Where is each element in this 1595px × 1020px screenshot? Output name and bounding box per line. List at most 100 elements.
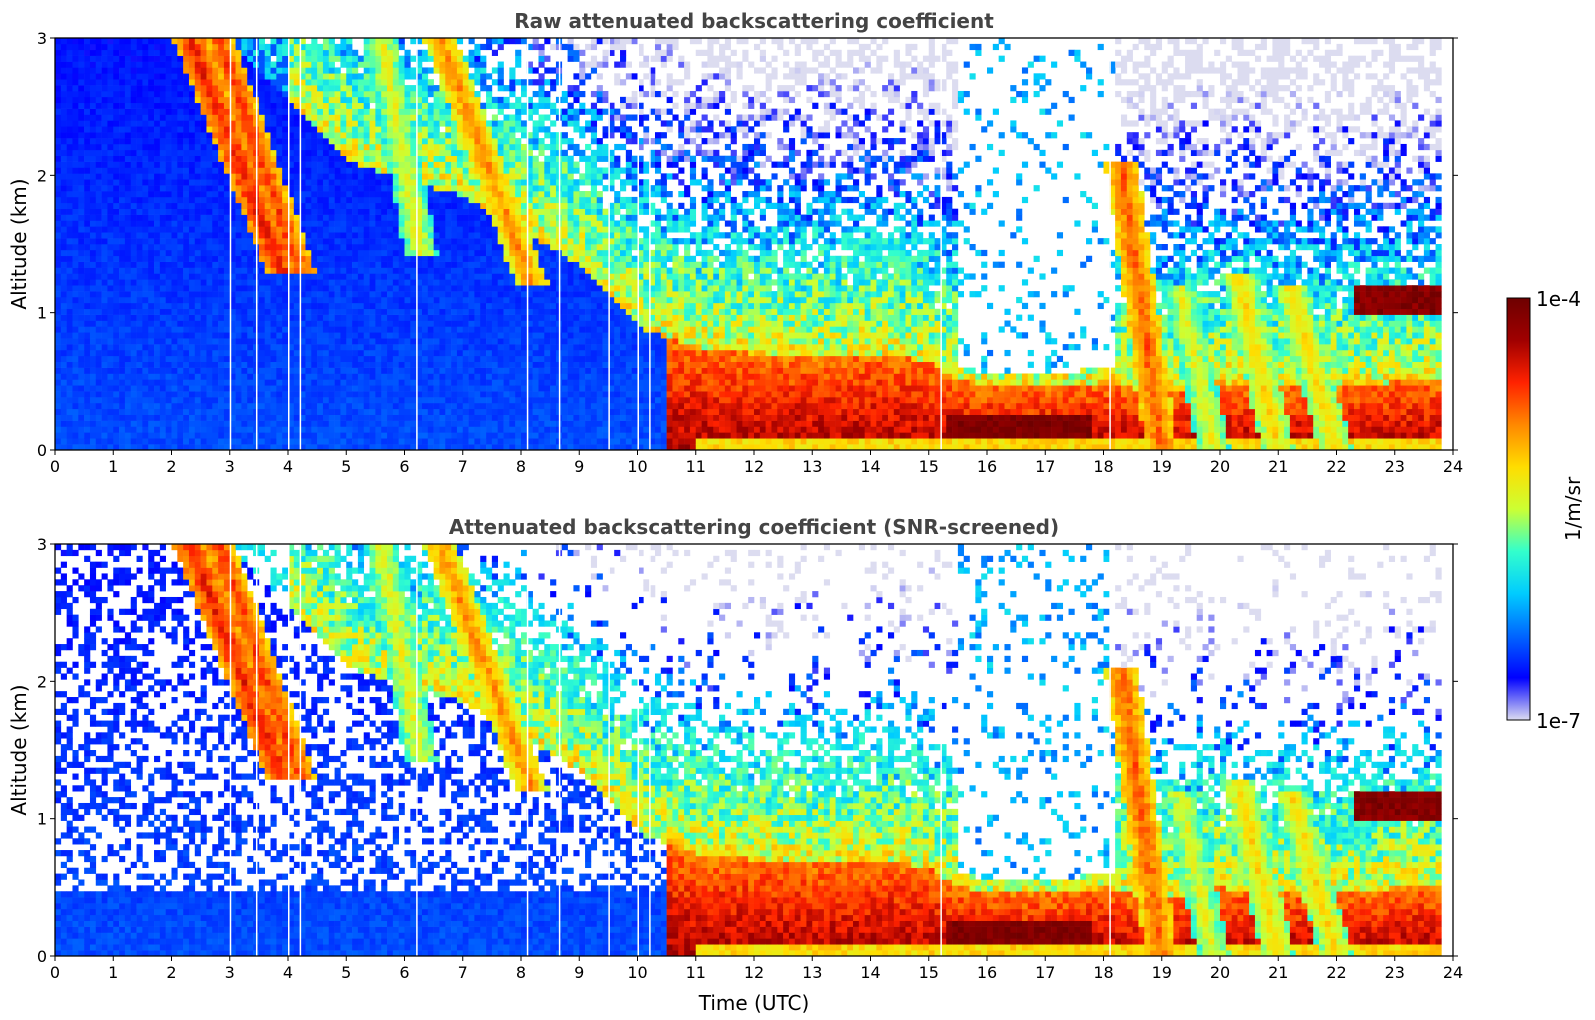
heatmap-cell	[264, 338, 271, 345]
heatmap-cell	[235, 332, 242, 339]
heatmap-cell	[154, 344, 161, 351]
heatmap-cell	[200, 326, 207, 333]
heatmap-cell	[212, 85, 219, 92]
heatmap-cell	[421, 214, 429, 221]
heatmap-cell	[328, 214, 335, 221]
heatmap-cell	[352, 420, 359, 427]
heatmap-cell	[317, 238, 324, 245]
heatmap-cell	[282, 302, 289, 310]
heatmap-cell	[288, 438, 295, 445]
heatmap-cell	[381, 267, 388, 274]
heatmap-cell	[124, 308, 132, 315]
heatmap-cell	[84, 114, 91, 121]
heatmap-cell	[119, 55, 126, 62]
heatmap-cell	[433, 226, 440, 233]
heatmap-cell	[427, 249, 434, 257]
heatmap-cell	[416, 149, 423, 157]
heatmap-cell	[142, 385, 149, 392]
heatmap-cell	[462, 143, 469, 151]
heatmap-cell	[66, 438, 73, 445]
heatmap-cell	[299, 379, 306, 386]
heatmap-cell	[334, 67, 341, 74]
heatmap-cell	[398, 349, 405, 357]
heatmap-cell	[445, 73, 452, 80]
heatmap-cell	[130, 96, 137, 104]
heatmap-cell	[183, 267, 190, 274]
heatmap-cell	[369, 238, 376, 245]
heatmap-cell	[229, 249, 236, 257]
heatmap-cell	[357, 255, 365, 262]
heatmap-cell	[171, 402, 178, 410]
heatmap-cell	[218, 114, 225, 121]
heatmap-cell	[445, 355, 452, 363]
heatmap-cell	[78, 349, 85, 357]
heatmap-cell	[334, 132, 341, 139]
heatmap-cell	[136, 308, 143, 315]
heatmap-cell	[387, 214, 394, 221]
heatmap-cell	[305, 73, 312, 80]
heatmap-cell	[136, 397, 143, 404]
heatmap-cell	[416, 308, 423, 315]
heatmap-cell	[154, 55, 161, 62]
heatmap-cell	[95, 220, 102, 227]
heatmap-cell	[223, 138, 231, 145]
heatmap-cell	[299, 114, 306, 121]
heatmap-cell	[55, 232, 62, 239]
heatmap-cell	[212, 114, 219, 121]
heatmap-cell	[148, 208, 155, 215]
heatmap-cell	[299, 261, 306, 268]
heatmap-cell	[387, 420, 394, 427]
heatmap-cell	[60, 132, 67, 139]
heatmap-cell	[282, 167, 289, 174]
heatmap-cell	[462, 155, 469, 162]
heatmap-cell	[392, 244, 399, 251]
heatmap-cell	[89, 420, 97, 427]
heatmap-cell	[334, 73, 341, 80]
heatmap-cell	[398, 267, 405, 274]
heatmap-cell	[439, 161, 446, 168]
heatmap-cell	[375, 438, 382, 445]
heatmap-cell	[392, 373, 399, 380]
heatmap-cell	[171, 273, 178, 280]
heatmap-cell	[293, 90, 300, 98]
heatmap-cell	[247, 79, 254, 86]
heatmap-cell	[241, 196, 248, 204]
heatmap-cell	[223, 196, 231, 204]
heatmap-cell	[107, 332, 114, 339]
heatmap-cell	[293, 96, 300, 104]
heatmap-cell	[206, 408, 213, 415]
heatmap-cell	[55, 349, 62, 357]
heatmap-cell	[206, 332, 213, 339]
heatmap-cell	[177, 420, 184, 427]
heatmap-cell	[223, 249, 231, 257]
heatmap-cell	[235, 320, 242, 327]
heatmap-cell	[392, 185, 399, 192]
heatmap-cell	[375, 402, 382, 410]
heatmap-cell	[363, 43, 370, 51]
heatmap-cell	[445, 196, 452, 204]
heatmap-cell	[421, 149, 429, 157]
heatmap-cell	[206, 379, 213, 386]
heatmap-cell	[124, 214, 132, 221]
heatmap-cell	[72, 285, 79, 292]
heatmap-cell	[456, 344, 464, 351]
heatmap-cell	[299, 244, 306, 251]
heatmap-cell	[95, 38, 102, 45]
heatmap-cell	[130, 73, 137, 80]
heatmap-cell	[317, 296, 324, 304]
heatmap-cell	[340, 232, 347, 239]
heatmap-cell	[235, 338, 242, 345]
heatmap-cell	[165, 438, 172, 445]
heatmap-cell	[101, 167, 108, 174]
heatmap-cell	[375, 179, 382, 186]
heatmap-cell	[317, 102, 324, 109]
heatmap-cell	[194, 361, 201, 368]
heatmap-cell	[84, 214, 91, 221]
heatmap-cell	[229, 338, 236, 345]
heatmap-cell	[200, 373, 207, 380]
heatmap-cell	[421, 367, 429, 374]
heatmap-cell	[171, 420, 178, 427]
heatmap-cell	[392, 302, 399, 310]
heatmap-cell	[200, 185, 207, 192]
heatmap-cell	[293, 79, 300, 86]
